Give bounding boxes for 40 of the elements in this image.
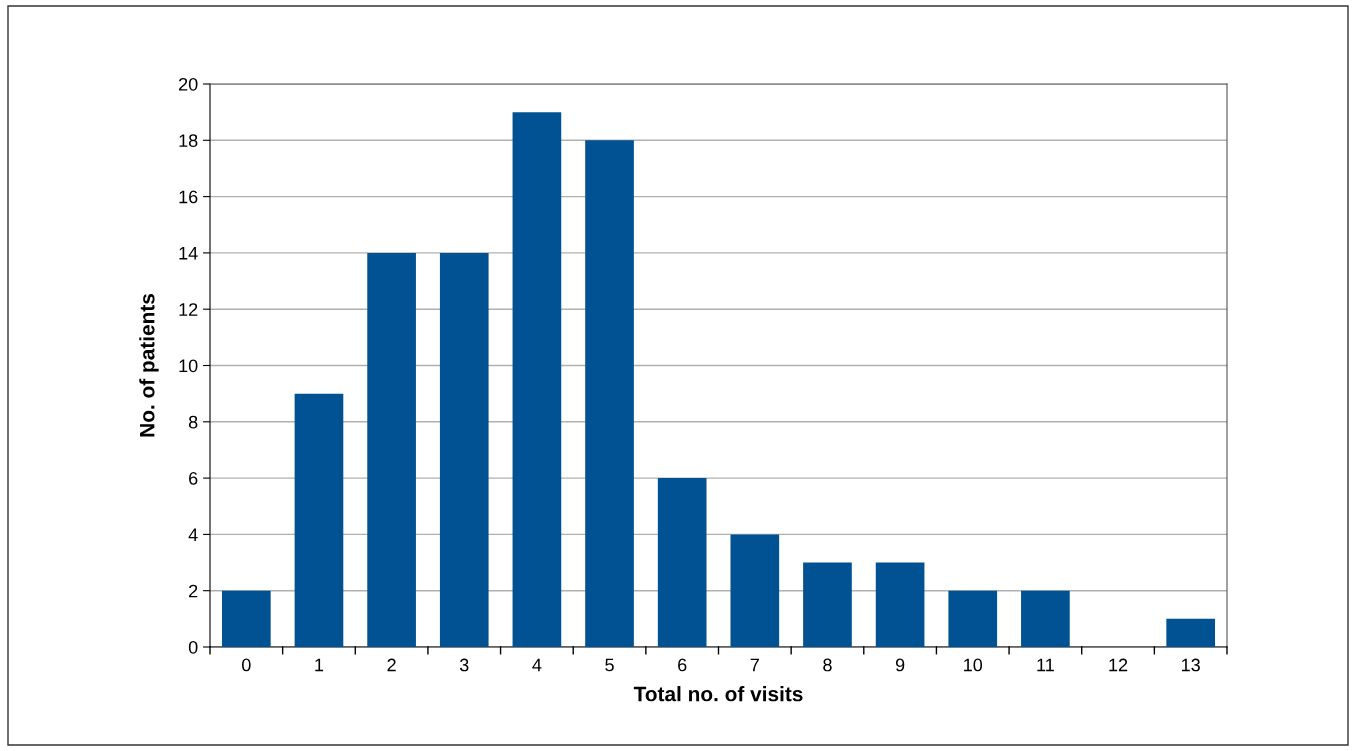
bar <box>512 112 562 647</box>
y-tick-label: 10 <box>179 359 198 373</box>
y-tick-label: 6 <box>189 472 198 485</box>
x-tick-label: 8 <box>823 658 832 672</box>
y-tick-label: 14 <box>179 247 198 260</box>
x-tick-label: 6 <box>678 658 687 672</box>
x-tick-label: 0 <box>242 658 251 672</box>
y-axis-title: No. of patients <box>139 294 159 437</box>
y-tick-label: 2 <box>189 584 198 598</box>
y-tick-label: 4 <box>188 528 198 541</box>
bar <box>585 140 634 647</box>
x-tick-label: 1 <box>315 658 324 672</box>
x-tick-label: 7 <box>750 658 759 672</box>
y-tick-label: 16 <box>179 190 198 204</box>
y-tick-label: 12 <box>179 303 198 316</box>
bar <box>367 252 416 647</box>
bar <box>875 562 925 647</box>
bar <box>439 252 489 647</box>
bar <box>803 562 852 647</box>
x-tick-label: 13 <box>1182 658 1200 672</box>
x-tick-label: 12 <box>1109 658 1128 672</box>
x-tick-label: 11 <box>1037 658 1054 672</box>
bar <box>1166 618 1216 647</box>
bar <box>1021 590 1070 647</box>
x-tick-label: 5 <box>605 658 614 672</box>
x-tick-label: 4 <box>532 658 542 672</box>
x-tick-label: 2 <box>387 658 396 672</box>
bar <box>221 590 271 647</box>
bar <box>294 393 344 647</box>
x-axis-title: Total no. of visits <box>633 686 803 702</box>
bar <box>948 590 998 647</box>
y-tick-label: 20 <box>179 77 198 91</box>
y-tick-label: 8 <box>188 415 198 429</box>
x-tick-label: 10 <box>964 658 983 672</box>
x-tick-label: 9 <box>895 658 905 672</box>
x-tick-label: 3 <box>459 658 469 672</box>
bar <box>657 478 707 647</box>
bar <box>730 534 780 647</box>
y-tick-label: 0 <box>188 640 198 654</box>
y-tick-label: 18 <box>179 134 198 148</box>
